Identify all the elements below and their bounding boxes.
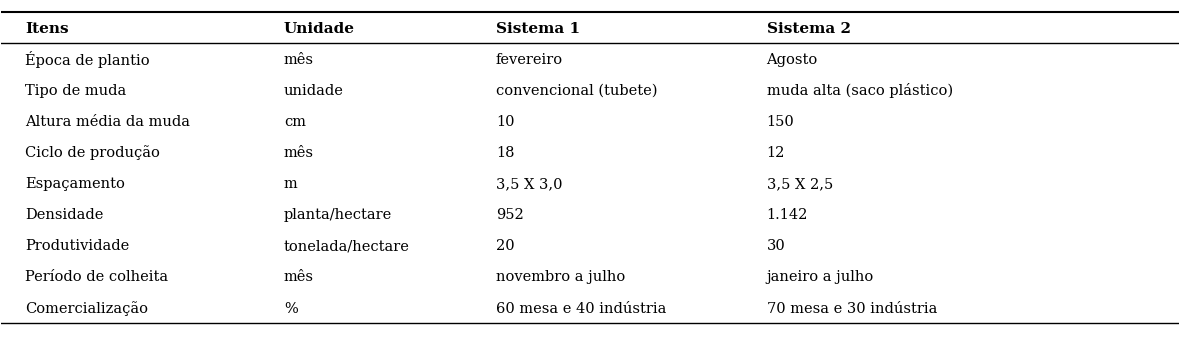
Text: mês: mês [284, 146, 314, 160]
Text: Ciclo de produção: Ciclo de produção [25, 146, 159, 160]
Text: mês: mês [284, 270, 314, 285]
Text: Altura média da muda: Altura média da muda [25, 115, 190, 129]
Text: Tipo de muda: Tipo de muda [25, 84, 126, 98]
Text: mês: mês [284, 53, 314, 67]
Text: Produtividade: Produtividade [25, 239, 129, 253]
Text: Época de plantio: Época de plantio [25, 51, 150, 68]
Text: muda alta (saco plástico): muda alta (saco plástico) [767, 83, 952, 98]
Text: 30: 30 [767, 239, 786, 253]
Text: novembro a julho: novembro a julho [496, 270, 625, 285]
Text: Unidade: Unidade [284, 22, 355, 36]
Text: Comercialização: Comercialização [25, 301, 148, 316]
Text: Sistema 2: Sistema 2 [767, 22, 851, 36]
Text: janeiro a julho: janeiro a julho [767, 270, 874, 285]
Text: 3,5 X 2,5: 3,5 X 2,5 [767, 177, 833, 191]
Text: 20: 20 [496, 239, 514, 253]
Text: Densidade: Densidade [25, 208, 104, 222]
Text: Sistema 1: Sistema 1 [496, 22, 579, 36]
Text: Espaçamento: Espaçamento [25, 177, 125, 191]
Text: unidade: unidade [284, 84, 343, 98]
Text: 70 mesa e 30 indústria: 70 mesa e 30 indústria [767, 302, 937, 316]
Text: fevereiro: fevereiro [496, 53, 563, 67]
Text: 952: 952 [496, 208, 524, 222]
Text: convencional (tubete): convencional (tubete) [496, 84, 657, 98]
Text: 1.142: 1.142 [767, 208, 808, 222]
Text: m: m [284, 177, 297, 191]
Text: 12: 12 [767, 146, 785, 160]
Text: planta/hectare: planta/hectare [284, 208, 392, 222]
Text: 60 mesa e 40 indústria: 60 mesa e 40 indústria [496, 302, 667, 316]
Text: tonelada/hectare: tonelada/hectare [284, 239, 409, 253]
Text: 150: 150 [767, 115, 794, 129]
Text: 3,5 X 3,0: 3,5 X 3,0 [496, 177, 563, 191]
Text: cm: cm [284, 115, 306, 129]
Text: Período de colheita: Período de colheita [25, 270, 168, 285]
Text: %: % [284, 302, 297, 316]
Text: Itens: Itens [25, 22, 68, 36]
Text: 10: 10 [496, 115, 514, 129]
Text: Agosto: Agosto [767, 53, 818, 67]
Text: 18: 18 [496, 146, 514, 160]
